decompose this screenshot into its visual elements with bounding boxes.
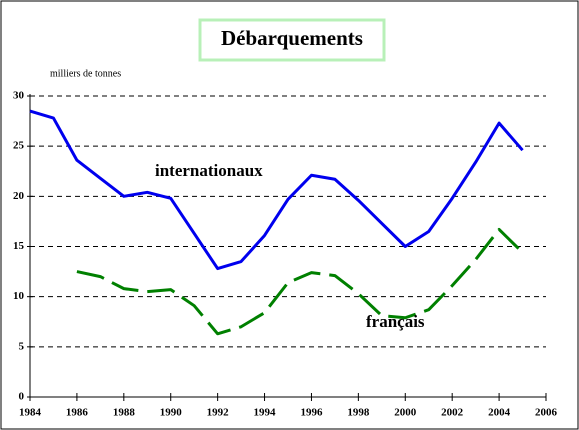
series-line [76, 227, 524, 336]
x-tick-label: 1998 [347, 407, 370, 419]
y-tick-label: 15 [13, 240, 25, 252]
x-tick-label: 2004 [488, 407, 511, 419]
x-tick-label: 1988 [113, 407, 136, 419]
x-tick-label: 1996 [300, 407, 323, 419]
y-tick-label: 0 [19, 391, 25, 403]
x-tick-label: 1992 [207, 407, 230, 419]
y-tick-label: 5 [19, 340, 25, 352]
series-label: français [366, 312, 425, 331]
y-tick-label: 20 [13, 190, 25, 202]
y-tick-label: 30 [13, 90, 25, 102]
y-tick-label: 10 [13, 290, 25, 302]
x-tick-label: 2000 [394, 407, 417, 419]
x-tick-label: 1994 [254, 407, 277, 419]
y-tick-label: 25 [13, 140, 25, 152]
chart-title: Débarquements [221, 26, 363, 50]
series-label: internationaux [155, 161, 263, 180]
x-tick-label: 2006 [535, 407, 558, 419]
title-box [198, 18, 386, 62]
x-tick-label: 2002 [441, 407, 464, 419]
y-axis-label: milliers de tonnes [50, 68, 121, 79]
x-tick-label: 1986 [66, 407, 89, 419]
series-line [29, 109, 524, 271]
x-tick-label: 1984 [19, 407, 42, 419]
x-tick-label: 1990 [160, 407, 183, 419]
